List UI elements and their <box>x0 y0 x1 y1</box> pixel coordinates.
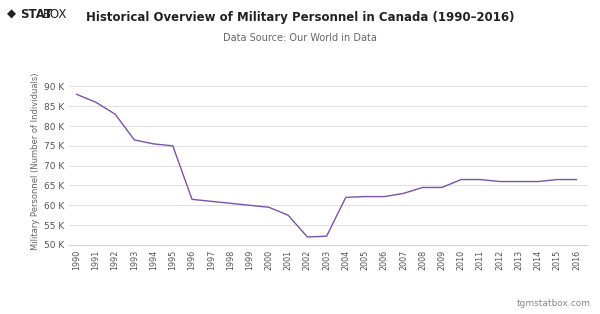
Text: BOX: BOX <box>43 8 68 21</box>
Text: ◆: ◆ <box>7 8 16 21</box>
Text: Data Source: Our World in Data: Data Source: Our World in Data <box>223 33 377 43</box>
Y-axis label: Military Personnel (Number of Individuals): Military Personnel (Number of Individual… <box>31 73 40 251</box>
Text: tgmstatbox.com: tgmstatbox.com <box>517 299 591 308</box>
Text: STAT: STAT <box>20 8 52 21</box>
Text: Historical Overview of Military Personnel in Canada (1990–2016): Historical Overview of Military Personne… <box>86 11 514 24</box>
